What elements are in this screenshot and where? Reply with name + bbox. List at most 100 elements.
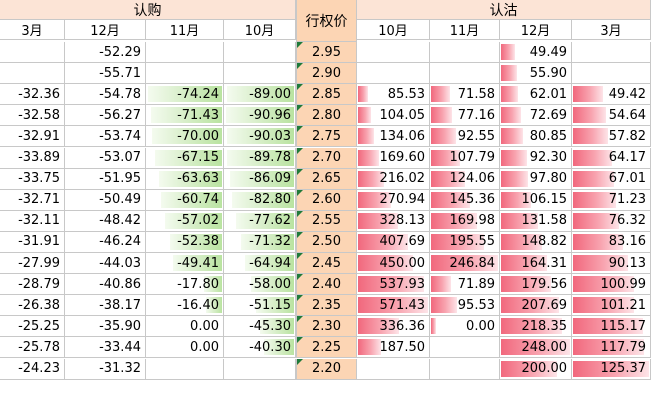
put-cell-value: 125.37 — [600, 361, 647, 377]
comment-marker-icon — [297, 126, 303, 133]
put-cell: 218.35 — [500, 316, 572, 338]
strike-cell-value: 2.90 — [312, 65, 341, 81]
call-cell-value: -31.91 — [18, 234, 60, 250]
call-cell — [224, 42, 296, 64]
call-cell: -50.49 — [65, 189, 146, 211]
call-cell — [224, 63, 296, 85]
put-cell-value: 195.55 — [449, 234, 496, 250]
call-data-bar — [260, 318, 294, 335]
put-data-bar — [501, 149, 527, 166]
put-cell: 62.01 — [500, 84, 572, 106]
strike-header-value: 行权价 — [305, 13, 348, 30]
put-cell-value: 54.64 — [608, 107, 646, 123]
put-month-header: 10月 — [357, 20, 430, 40]
call-cell-value: -44.03 — [99, 255, 141, 271]
call-cell: -40.86 — [65, 274, 146, 296]
put-month-header: 12月 — [500, 20, 572, 40]
call-cell-value: -50.49 — [99, 192, 141, 208]
put-cell-value: 64.17 — [608, 150, 646, 166]
call-cell — [146, 358, 224, 380]
put-cell-value: 80.85 — [529, 128, 567, 144]
put-data-bar — [501, 339, 570, 356]
call-cell-value: -17.80 — [177, 276, 219, 292]
call-data-bar — [148, 86, 222, 103]
put-month-header-value: 10月 — [378, 24, 408, 39]
comment-marker-icon — [297, 63, 303, 70]
put-cell: 106.15 — [500, 189, 572, 211]
put-cell — [357, 63, 430, 85]
call-data-bar — [229, 170, 294, 187]
call-cell: -49.41 — [146, 253, 224, 275]
put-cell-value: 0.00 — [466, 318, 495, 334]
put-cell-value: 200.00 — [521, 361, 568, 377]
put-cell-value: 131.58 — [521, 213, 568, 229]
put-cell: 450.00 — [357, 253, 430, 275]
put-cell-value: 148.82 — [521, 234, 568, 250]
call-cell: -27.99 — [0, 253, 65, 275]
put-cell: 200.00 — [500, 358, 572, 380]
call-cell-value: -25.25 — [18, 318, 60, 334]
put-cell-value: 85.53 — [387, 86, 425, 102]
comment-marker-icon — [297, 295, 303, 302]
strike-cell-value: 2.85 — [312, 86, 341, 102]
put-data-bar — [358, 170, 385, 187]
put-cell: 80.85 — [500, 126, 572, 148]
call-cell: -38.17 — [65, 295, 146, 317]
call-cell-value: -31.32 — [99, 361, 141, 377]
call-cell-value: -71.32 — [249, 234, 291, 250]
comment-marker-icon — [297, 105, 303, 112]
put-cell: 169.98 — [430, 210, 500, 232]
call-data-bar — [240, 233, 294, 250]
put-cell: 164.31 — [500, 253, 572, 275]
call-cell: -77.62 — [224, 210, 296, 232]
put-cell: 90.13 — [572, 253, 651, 275]
strike-cell-value: 2.65 — [312, 171, 341, 187]
put-cell: 104.05 — [357, 105, 430, 127]
put-data-bar — [573, 212, 620, 229]
put-data-bar — [501, 233, 543, 250]
put-cell-value: 97.80 — [529, 171, 567, 187]
call-cell: -32.58 — [0, 105, 65, 127]
put-cell: 71.58 — [430, 84, 500, 106]
strike-cell: 2.20 — [296, 358, 357, 380]
put-data-bar — [358, 255, 414, 272]
call-cell: -64.94 — [224, 253, 296, 275]
strike-cell-value: 2.45 — [312, 255, 341, 271]
call-data-bar — [226, 128, 294, 145]
put-cell-value: 100.99 — [600, 276, 647, 292]
put-cell: 83.16 — [572, 231, 651, 253]
put-cell-value: 83.16 — [608, 234, 646, 250]
strike-cell-value: 2.95 — [312, 44, 341, 60]
strike-cell-value: 2.55 — [312, 213, 341, 229]
put-data-bar — [573, 107, 607, 124]
call-cell-value: -90.03 — [249, 128, 291, 144]
call-month-header-value: 12月 — [90, 24, 120, 39]
put-cell — [357, 358, 430, 380]
call-month-header-value: 10月 — [244, 24, 275, 39]
call-cell-value: 0.00 — [190, 339, 219, 355]
put-cell: 187.50 — [357, 337, 430, 359]
call-data-bar — [150, 107, 222, 124]
put-data-bar — [573, 233, 624, 250]
call-cell: -33.89 — [0, 147, 65, 169]
put-cell: 407.69 — [357, 231, 430, 253]
call-cell: -86.09 — [224, 168, 296, 190]
put-cell-value: 76.32 — [608, 213, 646, 229]
strike-cell: 2.55 — [296, 210, 357, 232]
strike-cell-value: 2.60 — [312, 192, 341, 208]
call-data-bar — [155, 149, 222, 166]
put-cell-value: 246.84 — [449, 255, 496, 271]
call-data-bar — [226, 107, 294, 124]
put-month-header-value: 12月 — [520, 24, 551, 39]
put-cell-value: 57.82 — [608, 128, 646, 144]
call-data-bar — [226, 149, 294, 166]
call-cell-value: -51.15 — [249, 297, 291, 313]
put-group-header-value: 认沽 — [489, 2, 518, 19]
put-month-header-value: 11月 — [449, 24, 480, 39]
put-data-bar — [358, 339, 381, 356]
strike-cell: 2.75 — [296, 126, 357, 148]
put-data-bar — [358, 212, 399, 229]
call-data-bar — [152, 128, 222, 145]
put-cell-value: 71.23 — [608, 192, 646, 208]
call-cell-value: -52.29 — [99, 44, 141, 60]
